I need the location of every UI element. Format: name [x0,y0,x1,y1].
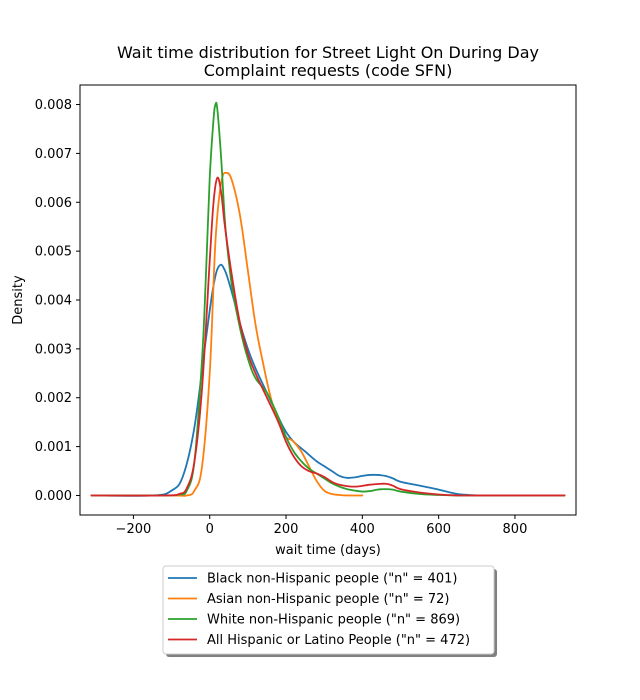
chart-title-line-1: Wait time distribution for Street Light … [117,43,539,62]
plot-area [79,84,577,516]
legend-label-asian-non-hispanic: Asian non-Hispanic people ("n" = 72) [207,592,450,607]
y-tick-label: 0.006 [35,196,72,211]
y-tick-label: 0.005 [35,245,72,260]
series-line-hispanic-or-latino [90,176,566,497]
x-tick-label: 600 [426,522,451,537]
legend: Black non-Hispanic people ("n" = 401) Asi… [162,565,497,657]
y-axis: 0.000 0.001 0.002 0.003 0.004 0.005 0.006 0.007… [35,98,80,504]
legend-label-hispanic-or-latino: All Hispanic or Latino People ("n" = 472… [207,633,470,648]
y-tick-label: 0.002 [35,391,72,406]
y-tick-label: 0.000 [35,489,72,504]
y-tick-label: 0.003 [35,342,72,357]
series-line-black-non-hispanic [90,263,566,497]
x-tick-label: 200 [274,522,299,537]
y-tick-label: 0.001 [35,440,72,455]
series-line-asian-non-hispanic [90,171,364,497]
x-axis-label: wait time (days) [275,543,381,558]
series-line-white-non-hispanic [90,101,566,497]
x-tick-label: 400 [350,522,375,537]
legend-label-white-non-hispanic: White non-Hispanic people ("n" = 869) [207,613,460,628]
legend-box [162,565,495,655]
y-axis-label: Density [11,275,26,325]
x-tick-label: −200 [116,522,152,537]
series-layer [90,101,566,497]
x-axis: −200 0 200 400 600 800 [116,515,528,537]
legend-items: Black non-Hispanic people ("n" = 401) Asi… [168,572,470,648]
x-tick-label: 0 [206,522,214,537]
legend-label-black-non-hispanic: Black non-Hispanic people ("n" = 401) [207,572,457,587]
x-tick-label: 800 [503,522,528,537]
y-tick-label: 0.008 [35,98,72,113]
chart-title-line-2: Complaint requests (code SFN) [204,61,453,80]
y-tick-label: 0.004 [35,294,72,309]
y-tick-label: 0.007 [35,147,72,162]
